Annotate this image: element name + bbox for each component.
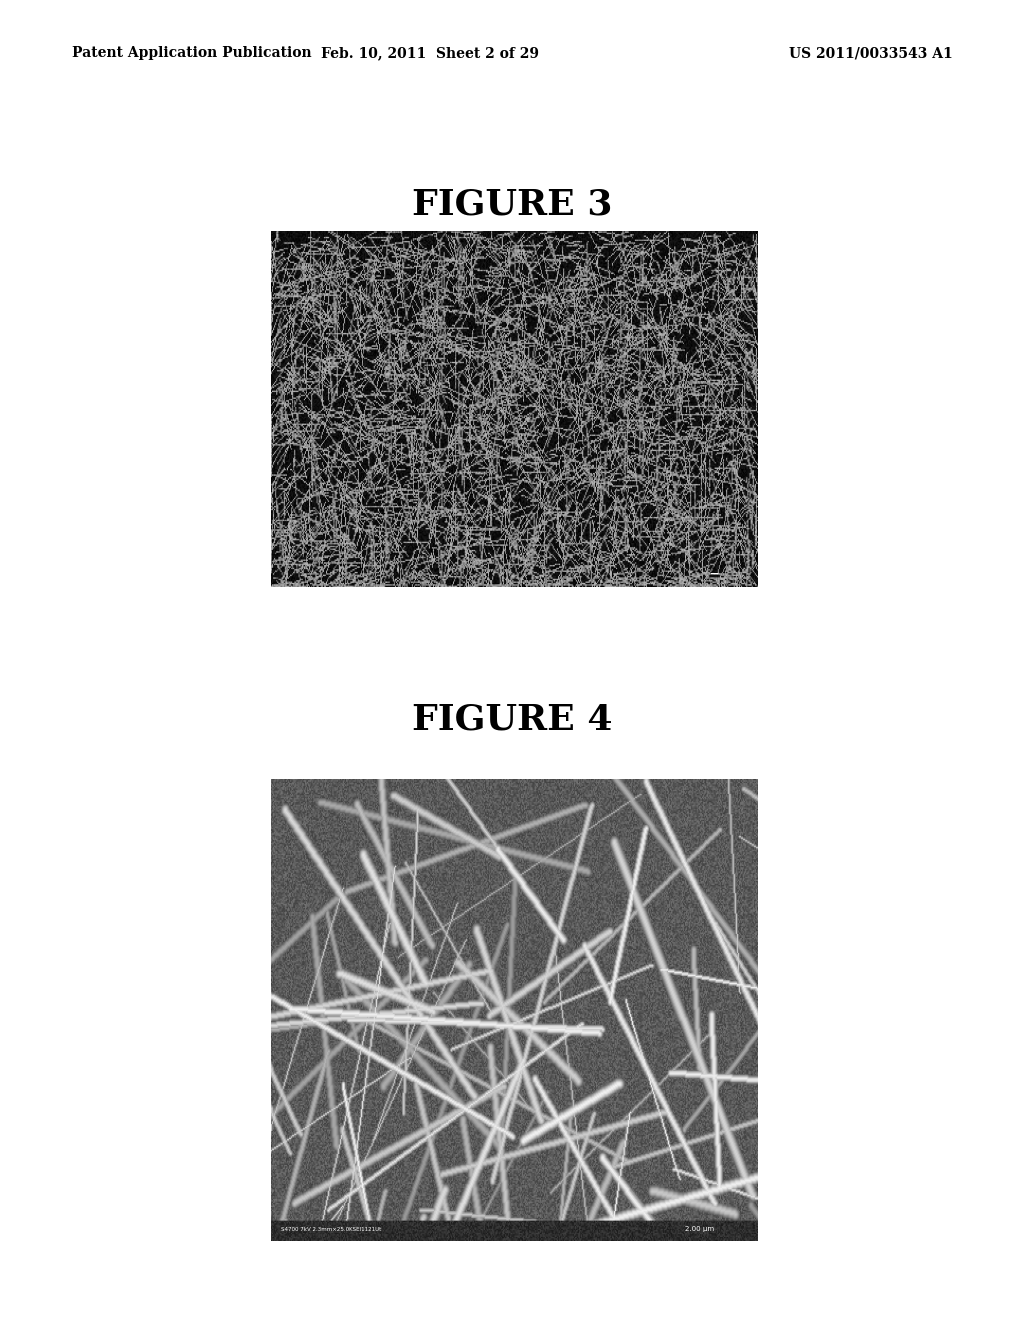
Text: Feb. 10, 2011  Sheet 2 of 29: Feb. 10, 2011 Sheet 2 of 29 — [322, 46, 539, 61]
Text: US 2011/0033543 A1: US 2011/0033543 A1 — [788, 46, 952, 61]
Text: FIGURE 4: FIGURE 4 — [412, 702, 612, 737]
Text: 2.00 µm: 2.00 µm — [685, 1225, 714, 1232]
Text: ━━: ━━ — [711, 570, 719, 577]
Text: S4700 7kV 2.3mm×25.0KSEI1121Ut: S4700 7kV 2.3mm×25.0KSEI1121Ut — [281, 1226, 381, 1232]
Text: Patent Application Publication: Patent Application Publication — [72, 46, 311, 61]
Text: FIGURE 3: FIGURE 3 — [412, 187, 612, 222]
